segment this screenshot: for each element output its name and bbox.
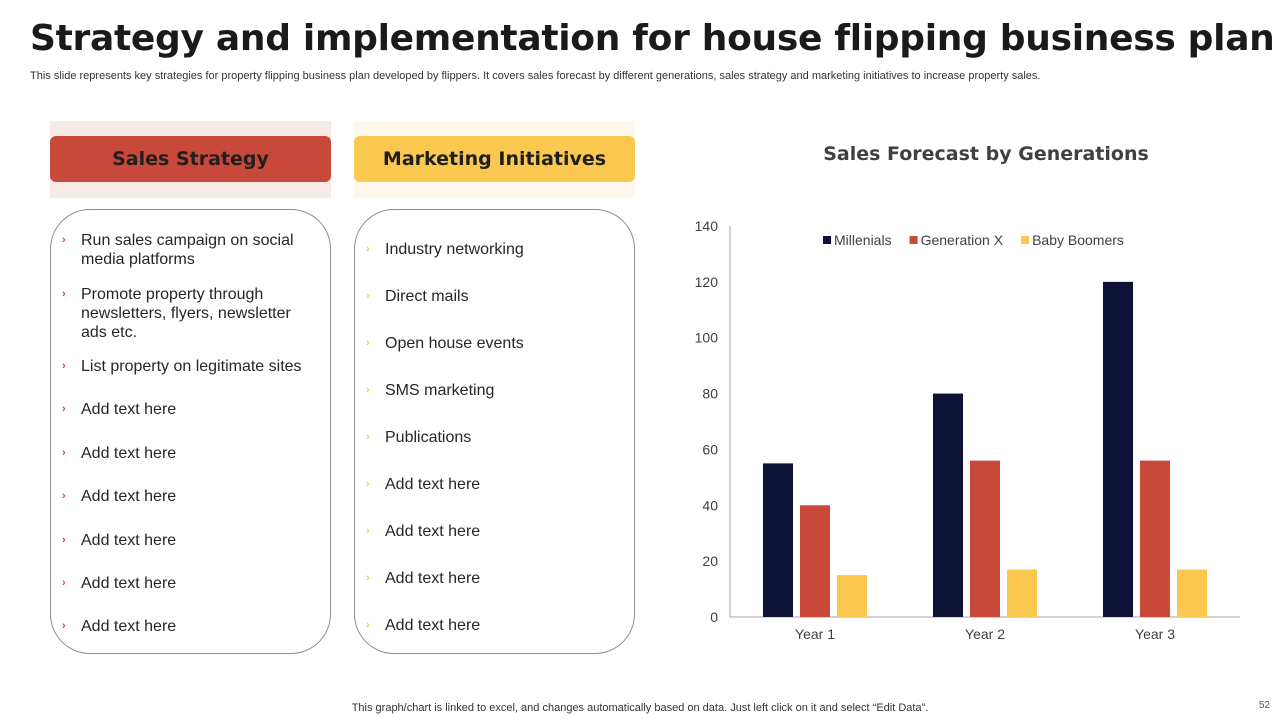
- chevron-right-icon: ›: [62, 234, 66, 246]
- bar-baby-boomers: [1177, 569, 1207, 617]
- chart-title: Sales Forecast by Generations: [823, 143, 1149, 165]
- legend-swatch: [909, 236, 918, 244]
- sales-strategy-item-label: Add text here: [81, 445, 177, 462]
- chevron-right-icon: ›: [366, 619, 370, 631]
- chevron-right-icon: ›: [62, 447, 66, 459]
- marketing-item-label: Open house events: [385, 335, 524, 352]
- chevron-right-icon: ›: [366, 243, 370, 255]
- slide-subtitle: This slide represents key strategies for…: [30, 70, 1041, 82]
- slide-title: Strategy and implementation for house fl…: [30, 18, 1275, 59]
- marketing-item-label: Direct mails: [385, 288, 469, 305]
- marketing-item: › Publications: [366, 428, 614, 447]
- chart-linked-note: This graph/chart is linked to excel, and…: [351, 702, 929, 714]
- marketing-initiatives-card: › Industry networking › Direct mails › Open…: [354, 209, 635, 654]
- legend-swatch: [823, 236, 831, 244]
- chevron-right-icon: ›: [62, 620, 66, 632]
- sales-strategy-item: › Add text here: [62, 444, 310, 463]
- x-tick-label: Year 2: [965, 626, 1005, 642]
- marketing-item: › SMS marketing: [366, 381, 614, 400]
- chevron-right-icon: ›: [366, 478, 370, 490]
- marketing-initiatives-heading: Marketing Initiatives: [354, 136, 635, 182]
- sales-strategy-item-label: Add text here: [81, 575, 177, 592]
- marketing-item: › Industry networking: [366, 240, 614, 259]
- chevron-right-icon: ›: [62, 577, 66, 589]
- marketing-item-label: Add text here: [385, 617, 481, 634]
- x-tick-label: Year 1: [795, 626, 835, 642]
- sales-strategy-item-label: Promote property through newsletters, fl…: [81, 286, 291, 341]
- sales-strategy-item: › Add text here: [62, 400, 310, 419]
- y-tick-label: 20: [702, 553, 718, 569]
- sales-strategy-item-label: Add text here: [81, 618, 177, 635]
- sales-strategy-item-label: Run sales campaign on social media platf…: [81, 232, 294, 268]
- marketing-item: › Add text here: [366, 475, 614, 494]
- chevron-right-icon: ›: [366, 337, 370, 349]
- marketing-item: › Add text here: [366, 616, 614, 635]
- legend-label: Generation X: [921, 232, 1004, 248]
- bar-baby-boomers: [1007, 569, 1037, 617]
- sales-strategy-item: › Run sales campaign on social media plat…: [62, 231, 310, 269]
- sales-strategy-card: › Run sales campaign on social media plat…: [50, 209, 331, 654]
- sales-strategy-item: › Add text here: [62, 617, 310, 636]
- bar-millenials: [763, 463, 793, 617]
- legend-label: Millenials: [834, 232, 892, 248]
- legend-swatch: [1021, 236, 1030, 244]
- legend-label: Baby Boomers: [1032, 232, 1124, 248]
- sales-forecast-chart[interactable]: 0 20 40 60 80 100 120 140 Year 1 Year 2 Year 3 Mill…: [680, 210, 1260, 650]
- marketing-item-label: SMS marketing: [385, 382, 495, 399]
- chevron-right-icon: ›: [62, 534, 66, 546]
- page-number: 52: [1258, 700, 1270, 711]
- sales-strategy-item-label: Add text here: [81, 488, 177, 505]
- y-tick-label: 60: [702, 441, 718, 457]
- marketing-item: › Add text here: [366, 569, 614, 588]
- chevron-right-icon: ›: [366, 290, 370, 302]
- chevron-right-icon: ›: [62, 360, 66, 372]
- y-tick-label: 100: [695, 330, 719, 346]
- chevron-right-icon: ›: [62, 403, 66, 415]
- chevron-right-icon: ›: [366, 525, 370, 537]
- sales-strategy-item: › Add text here: [62, 531, 310, 550]
- sales-strategy-heading: Sales Strategy: [50, 136, 331, 182]
- sales-strategy-item: › Add text here: [62, 487, 310, 506]
- bar-baby-boomers: [837, 575, 867, 617]
- chevron-right-icon: ›: [366, 431, 370, 443]
- chevron-right-icon: ›: [62, 490, 66, 502]
- chevron-right-icon: ›: [366, 572, 370, 584]
- bar-generation-x: [1140, 460, 1170, 617]
- x-tick-label: Year 3: [1135, 626, 1175, 642]
- marketing-item-label: Add text here: [385, 523, 481, 540]
- bar-generation-x: [970, 460, 1000, 617]
- marketing-item-label: Publications: [385, 429, 472, 446]
- sales-strategy-item: › Add text here: [62, 574, 310, 593]
- y-tick-label: 140: [695, 218, 719, 234]
- sales-strategy-item: › Promote property through newsletters, f…: [62, 285, 310, 342]
- marketing-item: › Add text here: [366, 522, 614, 541]
- marketing-item-label: Industry networking: [385, 241, 524, 258]
- bar-millenials: [1103, 281, 1133, 617]
- sales-strategy-item-label: List property on legitimate sites: [81, 358, 302, 375]
- bar-generation-x: [800, 505, 830, 617]
- sales-strategy-item: › List property on legitimate sites: [62, 357, 310, 376]
- marketing-item: › Direct mails: [366, 287, 614, 306]
- marketing-item: › Open house events: [366, 334, 614, 353]
- y-tick-label: 0: [710, 609, 718, 625]
- marketing-item-label: Add text here: [385, 570, 481, 587]
- marketing-item-label: Add text here: [385, 476, 481, 493]
- sales-strategy-item-label: Add text here: [81, 401, 177, 418]
- chevron-right-icon: ›: [366, 384, 370, 396]
- y-tick-label: 40: [702, 497, 718, 513]
- chevron-right-icon: ›: [62, 288, 66, 300]
- y-tick-label: 120: [695, 274, 719, 290]
- y-tick-label: 80: [702, 386, 718, 402]
- sales-strategy-item-label: Add text here: [81, 532, 177, 549]
- bar-millenials: [933, 393, 963, 617]
